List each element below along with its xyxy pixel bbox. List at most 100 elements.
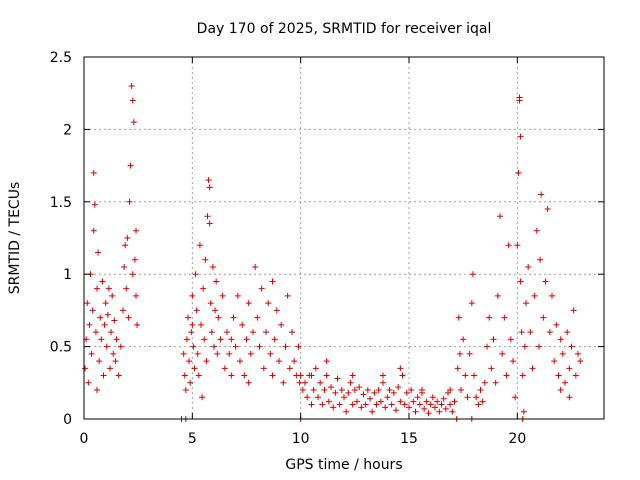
data-point (85, 379, 92, 386)
data-point (104, 311, 111, 318)
data-point (131, 256, 138, 263)
y-tick-label: 0.5 (50, 340, 72, 356)
data-point (517, 133, 524, 140)
data-point (94, 387, 100, 394)
data-point (397, 365, 404, 372)
data-point (88, 350, 95, 357)
data-point (90, 169, 97, 176)
data-point (128, 82, 135, 89)
data-point (295, 343, 302, 350)
data-point (203, 358, 210, 365)
data-point (566, 394, 573, 401)
data-point (397, 398, 404, 405)
data-point (117, 343, 124, 350)
data-point (195, 372, 202, 379)
data-point (473, 394, 480, 401)
plot-frame (83, 56, 605, 420)
data-point (557, 336, 564, 343)
data-point (122, 242, 129, 249)
data-point (96, 358, 103, 365)
data-point (129, 97, 136, 104)
data-point (386, 387, 393, 394)
data-point (228, 372, 235, 379)
y-tick-label: 2 (63, 122, 72, 138)
data-point (98, 336, 105, 343)
data-point (206, 184, 213, 191)
data-point (182, 387, 189, 394)
data-point (499, 350, 506, 357)
y-tick-labels: 0 0.5 1 1.5 2 2.5 (50, 50, 72, 428)
data-point (519, 372, 526, 379)
data-point (434, 398, 441, 405)
data-point (330, 404, 337, 411)
data-point (260, 365, 267, 372)
data-point (570, 307, 577, 314)
data-point (325, 398, 332, 405)
data-point (302, 379, 308, 386)
data-point (440, 395, 447, 402)
data-point (447, 401, 454, 408)
y-tick-label: 0 (63, 412, 72, 428)
data-point (321, 387, 328, 394)
data-point (510, 358, 516, 365)
data-point (204, 213, 211, 220)
data-point (382, 404, 389, 411)
data-point (91, 201, 98, 208)
data-point (254, 314, 261, 321)
data-point (358, 404, 365, 411)
data-point (304, 394, 311, 401)
data-point (297, 372, 304, 379)
data-point (408, 387, 415, 394)
data-point (185, 314, 191, 321)
data-point (323, 358, 330, 365)
data-point (237, 358, 243, 365)
data-point (115, 372, 122, 379)
data-point (341, 394, 347, 401)
data-point (134, 321, 141, 328)
data-point (296, 379, 303, 386)
y-axis-title: SRMTID / TECUs (7, 182, 23, 295)
data-point (232, 343, 239, 350)
data-point (89, 307, 96, 314)
data-point (107, 365, 113, 372)
data-point (507, 336, 514, 343)
grid-lines (84, 57, 604, 419)
x-axis-title: GPS time / hours (285, 457, 402, 473)
data-point (455, 314, 462, 321)
data-point (460, 336, 467, 343)
data-point (345, 389, 352, 396)
data-point (451, 398, 458, 405)
data-point (533, 227, 540, 234)
data-point (477, 387, 484, 394)
data-point (380, 379, 386, 386)
data-point (542, 278, 549, 285)
data-point (332, 389, 339, 396)
data-point (95, 249, 102, 256)
y-tick-label: 1 (63, 267, 72, 283)
data-point (429, 394, 436, 401)
data-point (551, 358, 558, 365)
data-point (234, 292, 241, 299)
data-point (401, 401, 408, 408)
data-point (568, 343, 575, 350)
y-tick-label: 1.5 (50, 195, 72, 211)
data-point (276, 358, 282, 365)
data-point (308, 401, 315, 408)
data-point (181, 372, 188, 379)
data-point (250, 329, 256, 336)
data-point (468, 300, 475, 307)
data-point (102, 300, 109, 307)
data-point (126, 198, 133, 205)
data-point (90, 227, 97, 234)
data-point (544, 206, 551, 213)
data-point (323, 372, 330, 379)
data-point (194, 350, 201, 357)
data-point (479, 398, 486, 405)
data-point (245, 300, 252, 307)
data-point (410, 398, 417, 405)
data-point (105, 285, 112, 292)
y-tick-label: 2.5 (50, 50, 72, 66)
data-point (208, 329, 215, 336)
